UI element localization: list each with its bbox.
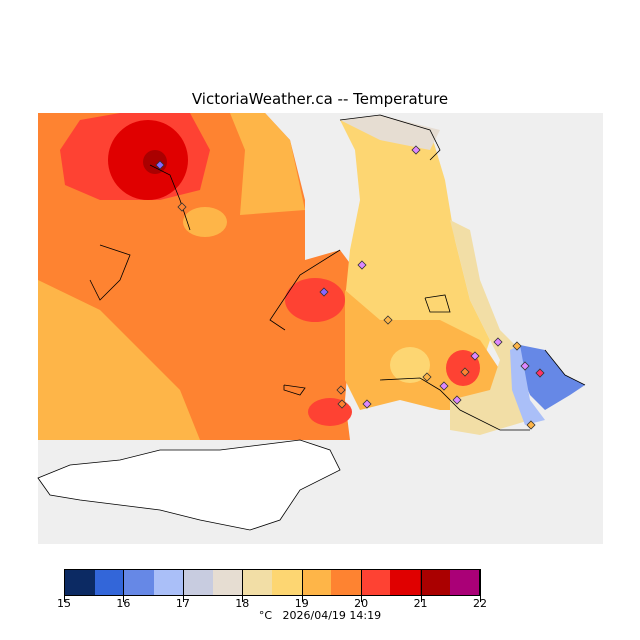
colorbar-tick-label: 18 bbox=[235, 597, 250, 610]
colorbar-tick-line bbox=[64, 569, 65, 602]
colorbar-tick-label: 20 bbox=[354, 597, 369, 610]
contour-19-ne bbox=[230, 113, 305, 215]
station-marker[interactable] bbox=[512, 341, 522, 351]
colorbar-bin bbox=[301, 570, 332, 595]
colorbar-tick-line bbox=[182, 569, 184, 602]
map-title: VictoriaWeather.ca -- Temperature bbox=[191, 90, 449, 108]
station-marker[interactable] bbox=[470, 351, 480, 361]
colorbar-tick-label: 21 bbox=[413, 597, 428, 610]
colorbar-bin bbox=[124, 570, 154, 595]
colorbar-caption: °C 2026/04/19 14:19 bbox=[0, 609, 640, 622]
colorbar-bin bbox=[390, 570, 420, 595]
colorbar-bin bbox=[212, 570, 243, 595]
colorbar-bin bbox=[419, 570, 450, 595]
colorbar-tick-label: 16 bbox=[116, 597, 131, 610]
contour-19-patch bbox=[183, 207, 227, 237]
timestamp: 2026/04/19 14:19 bbox=[282, 609, 382, 622]
colorbar-bin bbox=[183, 570, 213, 595]
colorbar-bin bbox=[449, 570, 480, 595]
contour-17-5-east bbox=[340, 115, 440, 150]
station-marker[interactable] bbox=[452, 395, 462, 405]
colorbar-tick-label: 15 bbox=[57, 597, 71, 610]
contour-17-east bbox=[510, 345, 545, 425]
station-marker[interactable] bbox=[526, 420, 536, 430]
station-marker[interactable] bbox=[422, 372, 432, 382]
contour-19 bbox=[38, 280, 200, 440]
colorbar-bin bbox=[331, 570, 361, 595]
station-marker[interactable] bbox=[155, 160, 165, 170]
contour-21-5 bbox=[143, 150, 167, 174]
colorbar-bin bbox=[360, 570, 391, 595]
station-marker[interactable] bbox=[460, 367, 470, 377]
contour-18-east bbox=[450, 220, 530, 435]
colorbar bbox=[64, 569, 480, 596]
colorbar-bin bbox=[242, 570, 273, 595]
colorbar-bin bbox=[65, 570, 95, 595]
station-marker[interactable] bbox=[439, 381, 449, 391]
weather-stations bbox=[155, 145, 545, 430]
colorbar-bin bbox=[272, 570, 302, 595]
colorbar-tick-line bbox=[301, 569, 303, 602]
station-marker[interactable] bbox=[336, 385, 346, 395]
colorbar-tick-line bbox=[123, 569, 125, 602]
contour-20-east bbox=[446, 350, 480, 386]
contour-18-5-patch bbox=[390, 347, 430, 383]
contour-20-south bbox=[308, 398, 352, 426]
unit-label: °C bbox=[258, 609, 273, 622]
station-marker[interactable] bbox=[535, 368, 545, 378]
station-marker[interactable] bbox=[411, 145, 421, 155]
station-marker[interactable] bbox=[319, 287, 329, 297]
station-marker[interactable] bbox=[362, 399, 372, 409]
contour-20-mid bbox=[285, 278, 345, 322]
station-marker[interactable] bbox=[337, 399, 347, 409]
southern-land bbox=[37, 439, 341, 531]
colorbar-tick-line bbox=[420, 569, 422, 602]
colorbar-bin bbox=[94, 570, 125, 595]
colorbar-tick-label: 19 bbox=[294, 597, 309, 610]
colorbar-tick-label: 22 bbox=[473, 597, 487, 610]
station-marker[interactable] bbox=[357, 260, 367, 270]
contour-16-east bbox=[520, 345, 585, 410]
station-marker[interactable] bbox=[520, 361, 530, 371]
colorbar-tick-line bbox=[242, 569, 244, 602]
colorbar-tick-label: 17 bbox=[175, 597, 190, 610]
station-marker[interactable] bbox=[383, 315, 393, 325]
colorbar-tick-line bbox=[480, 569, 481, 602]
colorbar-tick-line bbox=[361, 569, 363, 602]
station-marker[interactable] bbox=[177, 202, 187, 212]
colorbar-bin bbox=[153, 570, 184, 595]
station-marker[interactable] bbox=[493, 337, 503, 347]
